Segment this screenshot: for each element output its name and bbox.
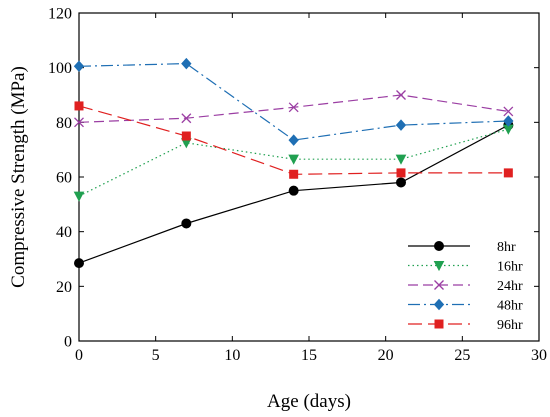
series-line-48hr	[78, 62, 509, 141]
series-24hr	[74, 90, 514, 128]
legend-label-8hr: 8hr	[497, 240, 516, 255]
legend-item-8hr: 8hr	[408, 240, 516, 255]
y-tick-label: 60	[56, 170, 72, 187]
series-96hr	[74, 101, 513, 179]
legend-item-48hr: 48hr	[408, 299, 523, 314]
data-point-24hr	[503, 106, 514, 117]
x-tick-label: 5	[152, 347, 160, 364]
legend-marker-96hr	[434, 319, 444, 329]
data-point-96hr	[289, 169, 299, 179]
axes: 0 5 10 15 20 25 30 0 20 40 60 80 100 120	[48, 6, 547, 365]
data-point-48hr	[288, 134, 299, 146]
data-point-8hr	[181, 218, 192, 229]
data-point-48hr	[181, 57, 192, 70]
x-tick-label: 0	[75, 347, 83, 364]
data-point-24hr	[396, 90, 406, 100]
legend-marker-16hr	[433, 260, 445, 272]
data-point-96hr	[181, 131, 191, 141]
data-point-48hr	[73, 60, 85, 73]
series-16hr	[73, 124, 514, 202]
data-point-48hr	[395, 119, 407, 131]
series-layer	[73, 57, 514, 269]
y-tick-label: 40	[56, 224, 72, 241]
data-point-8hr	[288, 185, 299, 196]
data-point-48hr	[503, 115, 514, 127]
y-tick-label: 100	[48, 60, 72, 77]
y-tick-label: 80	[56, 115, 72, 132]
legend-label-24hr: 24hr	[497, 279, 523, 294]
data-point-96hr	[503, 168, 513, 178]
x-axis-label: Age (days)	[267, 391, 351, 412]
data-point-96hr	[74, 101, 84, 111]
data-point-24hr	[288, 102, 299, 113]
y-tick-label: 0	[64, 334, 72, 351]
data-point-16hr	[288, 154, 299, 165]
legend-marker-8hr	[434, 241, 444, 251]
x-tick-label: 10	[224, 347, 240, 364]
data-point-16hr	[395, 154, 407, 165]
data-point-96hr	[396, 168, 406, 178]
legend-label-96hr: 96hr	[497, 318, 523, 333]
legend-item-96hr: 96hr	[408, 318, 523, 333]
legend-label-16hr: 16hr	[497, 260, 523, 275]
y-tick-label: 120	[48, 6, 72, 23]
data-point-24hr	[181, 113, 192, 124]
data-point-24hr	[74, 117, 84, 128]
data-point-8hr	[74, 258, 84, 269]
x-tick-label: 30	[531, 347, 547, 364]
y-tick-label: 20	[56, 279, 72, 296]
x-tick-label: 25	[454, 347, 470, 364]
data-point-8hr	[396, 177, 406, 188]
data-point-16hr	[73, 191, 85, 202]
x-tick-label: 20	[378, 347, 394, 364]
x-tick-label: 15	[301, 347, 317, 364]
legend-label-48hr: 48hr	[497, 299, 523, 314]
legend: 8hr 16hr 24hr 48hr 96hr	[408, 240, 523, 333]
legend-item-24hr: 24hr	[408, 279, 523, 294]
legend-item-16hr: 16hr	[408, 260, 523, 275]
series-line-24hr	[78, 94, 509, 123]
legend-marker-48hr	[433, 298, 445, 311]
plot-frame	[78, 12, 540, 342]
series-48hr	[73, 57, 514, 146]
y-axis-label: Compressive Strength (MPa)	[8, 66, 29, 288]
legend-marker-24hr	[434, 280, 444, 290]
